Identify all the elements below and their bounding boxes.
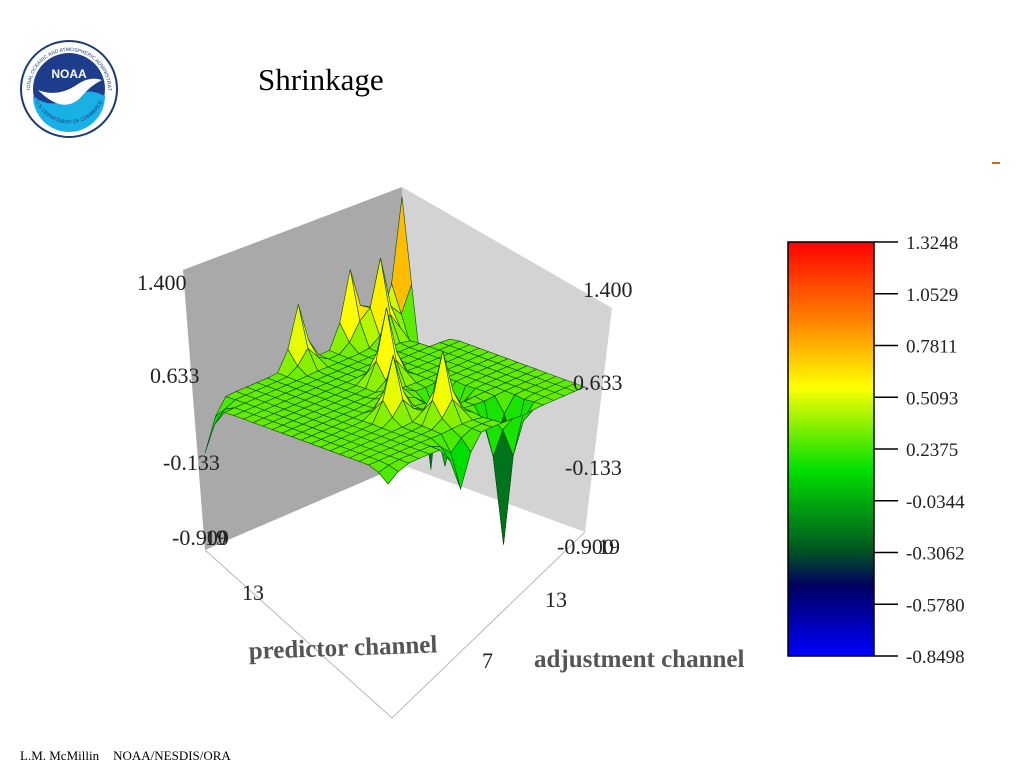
z-tick-left-1: 1.400	[137, 270, 187, 295]
x-tick-7: 7	[482, 648, 493, 673]
predictor-axis-line	[204, 531, 586, 719]
footer: L.M. McMillin NOAA/NESDIS/ORA	[20, 748, 231, 764]
z-tick-left-2: 0.633	[150, 363, 200, 388]
colorbar-tick-label: -0.8498	[906, 647, 965, 668]
colorbar-tick-label: -0.0344	[906, 492, 965, 513]
z-tick-right-1: 1.400	[583, 277, 633, 302]
x-axis-title: predictor channel	[248, 631, 438, 665]
colorbar	[787, 241, 875, 657]
z-tick-left-3: -0.133	[163, 450, 220, 475]
y-tick-13: 13	[242, 580, 264, 605]
x-tick-19: 19	[598, 534, 620, 559]
logo-center-text: NOAA	[51, 67, 87, 81]
corner-mark	[992, 162, 1000, 164]
y-tick-19: 19	[205, 525, 227, 550]
surface-plot	[204, 196, 586, 545]
colorbar-tick-label: -0.3062	[906, 544, 965, 565]
z-tick-right-3: -0.133	[565, 455, 622, 480]
z-tick-right-2: 0.633	[573, 370, 623, 395]
colorbar-tick-label: -0.5780	[906, 595, 965, 616]
slide-title: Shrinkage	[258, 62, 384, 97]
footer-author: L.M. McMillin	[20, 748, 100, 763]
z-tick-left-4: -0.900	[172, 525, 229, 550]
colorbar-tick-label: 1.0529	[906, 285, 958, 306]
y-axis-title: adjustment channel	[534, 646, 744, 673]
z-tick-right-4: -0.900	[557, 534, 614, 559]
colorbar-tick-label: 1.3248	[906, 233, 958, 254]
colorbar-tick-label: 0.2375	[906, 440, 958, 461]
colorbar-tick-label: 0.5093	[906, 388, 958, 409]
noaa-logo: NOAA NATIONAL OCEANIC AND ATMOSPHERIC AD…	[16, 38, 118, 138]
x-tick-13: 13	[545, 587, 567, 612]
footer-org: NOAA/NESDIS/ORA	[113, 748, 231, 763]
colorbar-tick-label: 0.7811	[906, 337, 958, 358]
colorbar-ticks: 1.3248 1.0529 0.7811 0.5093 0.2375 -0.0344 -0.…	[874, 233, 965, 668]
surface-cell	[377, 464, 399, 485]
